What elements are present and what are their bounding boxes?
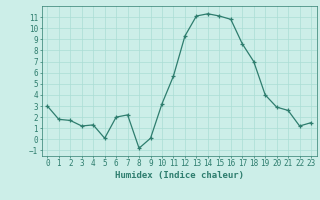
X-axis label: Humidex (Indice chaleur): Humidex (Indice chaleur) [115,171,244,180]
